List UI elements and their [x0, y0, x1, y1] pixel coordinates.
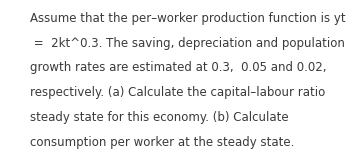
- Text: growth rates are estimated at 0.3,  0.05 and 0.02,: growth rates are estimated at 0.3, 0.05 …: [30, 61, 326, 74]
- Text: Assume that the per–worker production function is yt: Assume that the per–worker production fu…: [30, 12, 345, 25]
- Text: =  2kt^0.3. The saving, depreciation and population: = 2kt^0.3. The saving, depreciation and …: [30, 37, 345, 50]
- Text: respectively. (a) Calculate the capital–labour ratio: respectively. (a) Calculate the capital–…: [30, 86, 325, 99]
- Text: steady state for this economy. (b) Calculate: steady state for this economy. (b) Calcu…: [30, 111, 288, 124]
- Text: consumption per worker at the steady state.: consumption per worker at the steady sta…: [30, 136, 294, 149]
